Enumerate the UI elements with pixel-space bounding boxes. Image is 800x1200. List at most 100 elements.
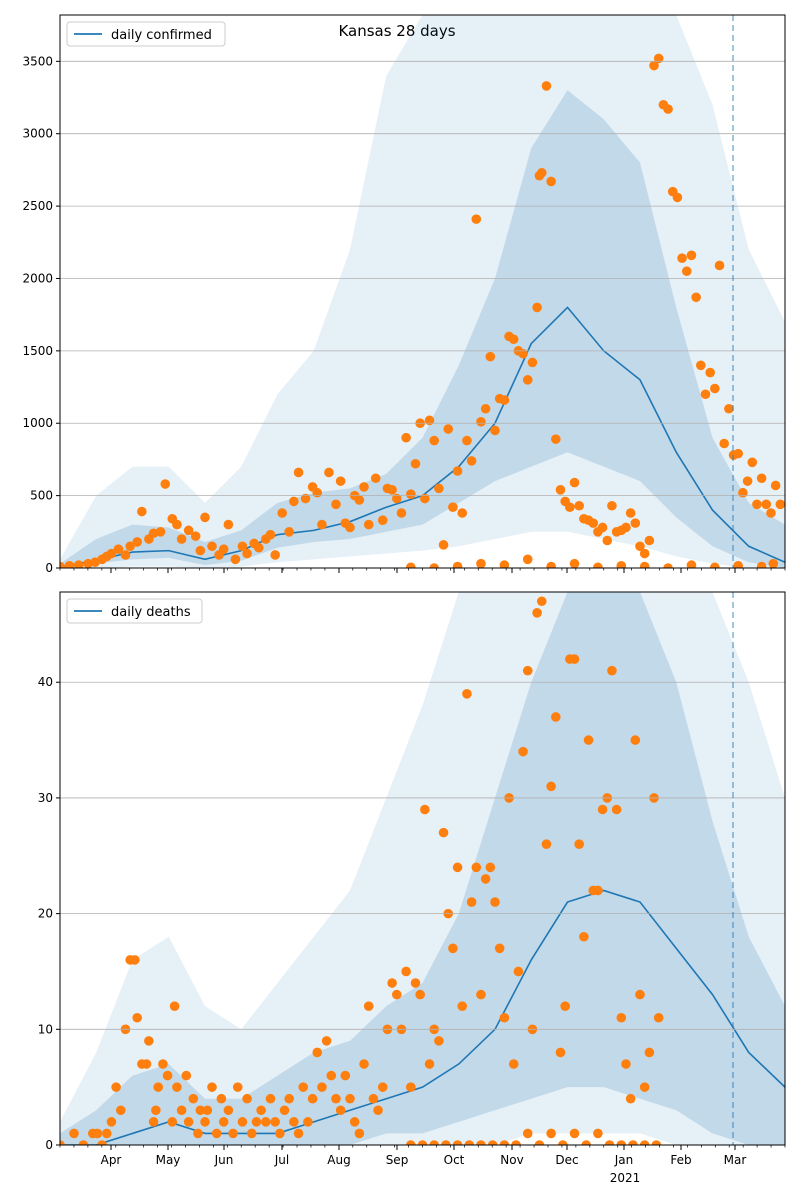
data-point [551,434,561,444]
outer-band [60,15,785,568]
data-point [527,357,538,368]
data-point [396,508,407,518]
data-point [480,403,491,414]
data-point [195,545,206,556]
data-point [724,403,734,414]
data-point [686,250,697,261]
data-point [452,1140,463,1145]
x-tick-label: Apr [101,1153,122,1167]
data-point [312,487,323,498]
data-point [457,1001,468,1011]
data-point [277,508,287,518]
data-point [406,1140,416,1145]
data-point [546,1128,556,1139]
data-point [541,81,552,91]
data-point [188,1093,199,1104]
data-point [499,560,510,568]
x-sublabel: 2021 [610,1171,641,1185]
data-point [183,525,194,536]
data-point [265,529,276,540]
data-point [686,560,697,568]
data-point [625,508,636,518]
data-point [522,665,533,676]
data-point [593,885,603,896]
x-tick-label: Jan [614,1153,634,1167]
data-point [60,1140,65,1145]
plot-area [60,592,785,1145]
y-tick-label: 1500 [22,344,53,358]
data-point [443,424,454,434]
x-tick-label: Jul [274,1153,289,1167]
data-point [639,1140,650,1145]
data-point [438,827,449,838]
inner-band [60,90,785,568]
data-point [499,1140,510,1145]
data-point [132,1012,142,1023]
data-point [148,1117,159,1127]
data-point [448,943,458,954]
data-point [429,435,439,446]
data-point [141,1059,152,1069]
y-tick-label: 2000 [22,271,53,285]
data-point [265,1093,276,1104]
legend-label: daily confirmed [111,28,212,43]
data-point [770,480,781,491]
data-point [391,493,402,504]
data-point [574,500,584,511]
data-point [349,1117,360,1127]
data-point [663,563,673,568]
data-point [719,438,729,449]
data-point [464,1140,475,1145]
data-point [256,1105,266,1116]
data-point [324,467,334,478]
data-point [476,558,486,568]
data-point [494,943,505,954]
data-point [604,1140,615,1145]
data-point [635,541,645,552]
data-point [113,544,124,554]
data-point [476,1140,486,1145]
data-point [335,1105,346,1116]
data-point [331,1093,341,1104]
data-point [452,466,463,476]
data-point [370,473,381,484]
data-point [317,1082,327,1092]
data-point [216,1093,227,1104]
data-point [424,1059,435,1069]
data-point [733,561,744,568]
data-point [536,596,547,607]
data-point [242,1093,252,1104]
data-point [462,689,472,699]
plot-area [60,15,785,568]
data-point [546,561,556,568]
data-point [284,1093,294,1104]
data-point [64,561,75,568]
data-point [583,735,594,745]
data-point [410,978,421,988]
data-point [714,260,725,271]
data-point [298,1082,309,1092]
data-point [401,966,411,977]
data-point [137,506,147,517]
data-point [752,499,762,510]
data-point [289,496,299,507]
y-tick-label: 0 [45,561,53,575]
data-point [630,735,641,745]
data-point [303,1117,313,1127]
data-point [354,495,365,505]
data-point [120,550,131,560]
data-point [644,1047,655,1058]
data-point [377,515,388,526]
data-point [452,862,463,873]
x-tick-label: Nov [500,1153,523,1167]
data-point [218,1117,229,1127]
data-point [766,508,776,518]
data-point [621,1059,631,1069]
data-point [471,862,482,873]
data-point [448,502,458,512]
legend-box [66,21,226,47]
data-point [359,482,369,492]
data-point [78,1140,89,1145]
data-point [406,562,416,568]
data-point [541,839,552,850]
